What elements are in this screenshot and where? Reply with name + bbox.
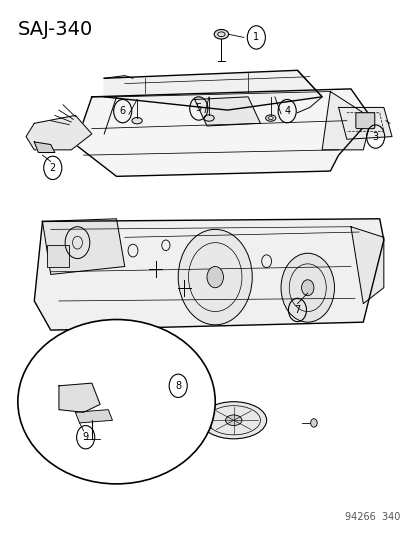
Ellipse shape (200, 402, 266, 439)
Text: 1: 1 (253, 33, 259, 43)
Text: 6: 6 (119, 106, 126, 116)
Ellipse shape (18, 319, 215, 484)
Text: 8: 8 (175, 381, 181, 391)
Polygon shape (43, 219, 124, 274)
Circle shape (280, 253, 334, 322)
Polygon shape (350, 227, 383, 304)
FancyBboxPatch shape (355, 113, 374, 128)
Ellipse shape (265, 115, 275, 121)
Text: 9: 9 (83, 432, 88, 442)
Polygon shape (59, 383, 100, 413)
Polygon shape (157, 405, 211, 431)
Ellipse shape (214, 29, 228, 39)
Text: 2: 2 (50, 163, 56, 173)
Circle shape (178, 229, 252, 325)
Text: 4: 4 (283, 106, 290, 116)
Text: 94266  340: 94266 340 (344, 512, 399, 522)
Polygon shape (34, 219, 383, 330)
Text: 7: 7 (294, 305, 300, 315)
Circle shape (206, 266, 223, 288)
Polygon shape (104, 70, 321, 110)
Polygon shape (26, 115, 92, 150)
Polygon shape (338, 108, 391, 139)
Polygon shape (75, 89, 370, 176)
FancyBboxPatch shape (47, 245, 69, 266)
Circle shape (301, 280, 313, 296)
Ellipse shape (225, 415, 241, 425)
Polygon shape (34, 142, 55, 152)
Ellipse shape (132, 117, 142, 124)
Polygon shape (321, 92, 370, 150)
Polygon shape (75, 410, 112, 423)
Text: 5: 5 (195, 103, 202, 114)
Ellipse shape (204, 115, 214, 121)
Circle shape (310, 419, 316, 427)
Text: SAJ-340: SAJ-340 (18, 20, 93, 39)
Text: 3: 3 (372, 132, 378, 142)
Polygon shape (194, 97, 260, 126)
